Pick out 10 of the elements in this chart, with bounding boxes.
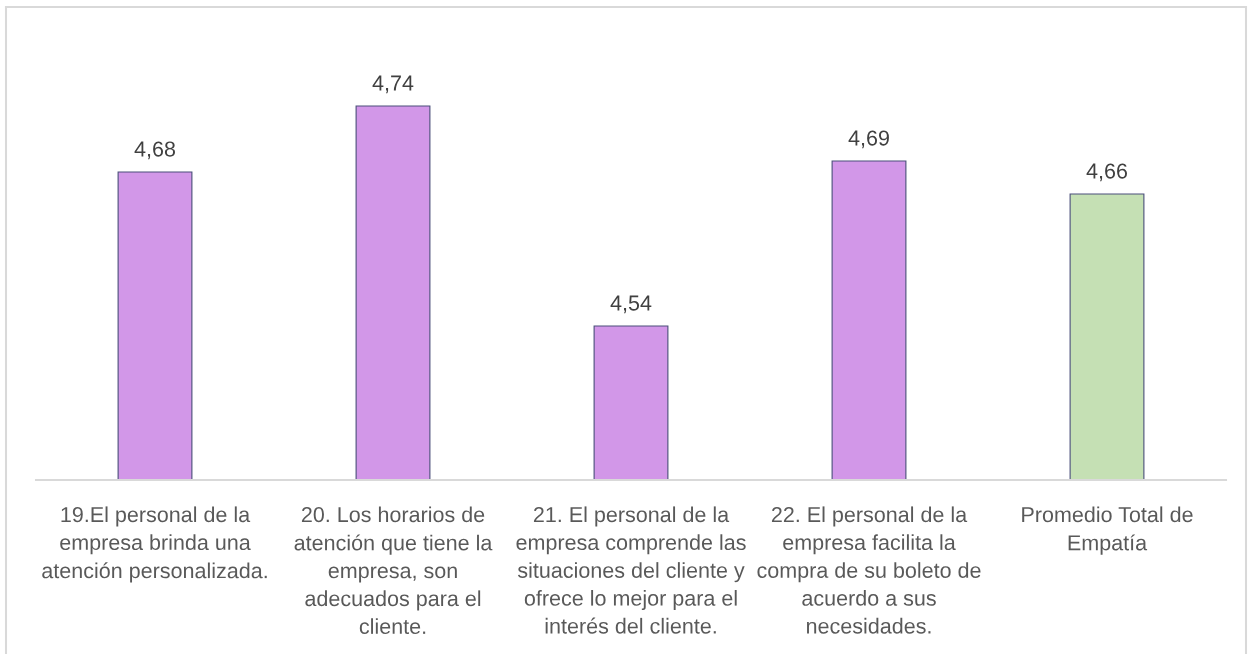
data-label: 4,68 [134, 141, 176, 160]
x-tick-label: 22. El personal de la empresa facilita la compra de su boleto de acuerdo a sus necesidades. [757, 506, 981, 634]
data-label: 4,66 [1086, 163, 1128, 182]
data-label: 4,54 [610, 295, 652, 314]
data-label: 4,74 [372, 75, 414, 94]
data-label: 4,69 [848, 130, 889, 149]
x-tick-label: 20. Los horarios de atención que tiene la empresa, son adecuados para el cliente. [294, 506, 493, 635]
x-tick-label: 19.El personal de la empresa brinda una atención personalizada. [42, 506, 267, 583]
x-tick-label: Promedio Total de Empatía [1022, 506, 1193, 555]
x-tick-label: 21. El personal de la empresa comprende las situaciones del cliente y ofrece lo mejor para el interés del cliente. [516, 506, 746, 634]
